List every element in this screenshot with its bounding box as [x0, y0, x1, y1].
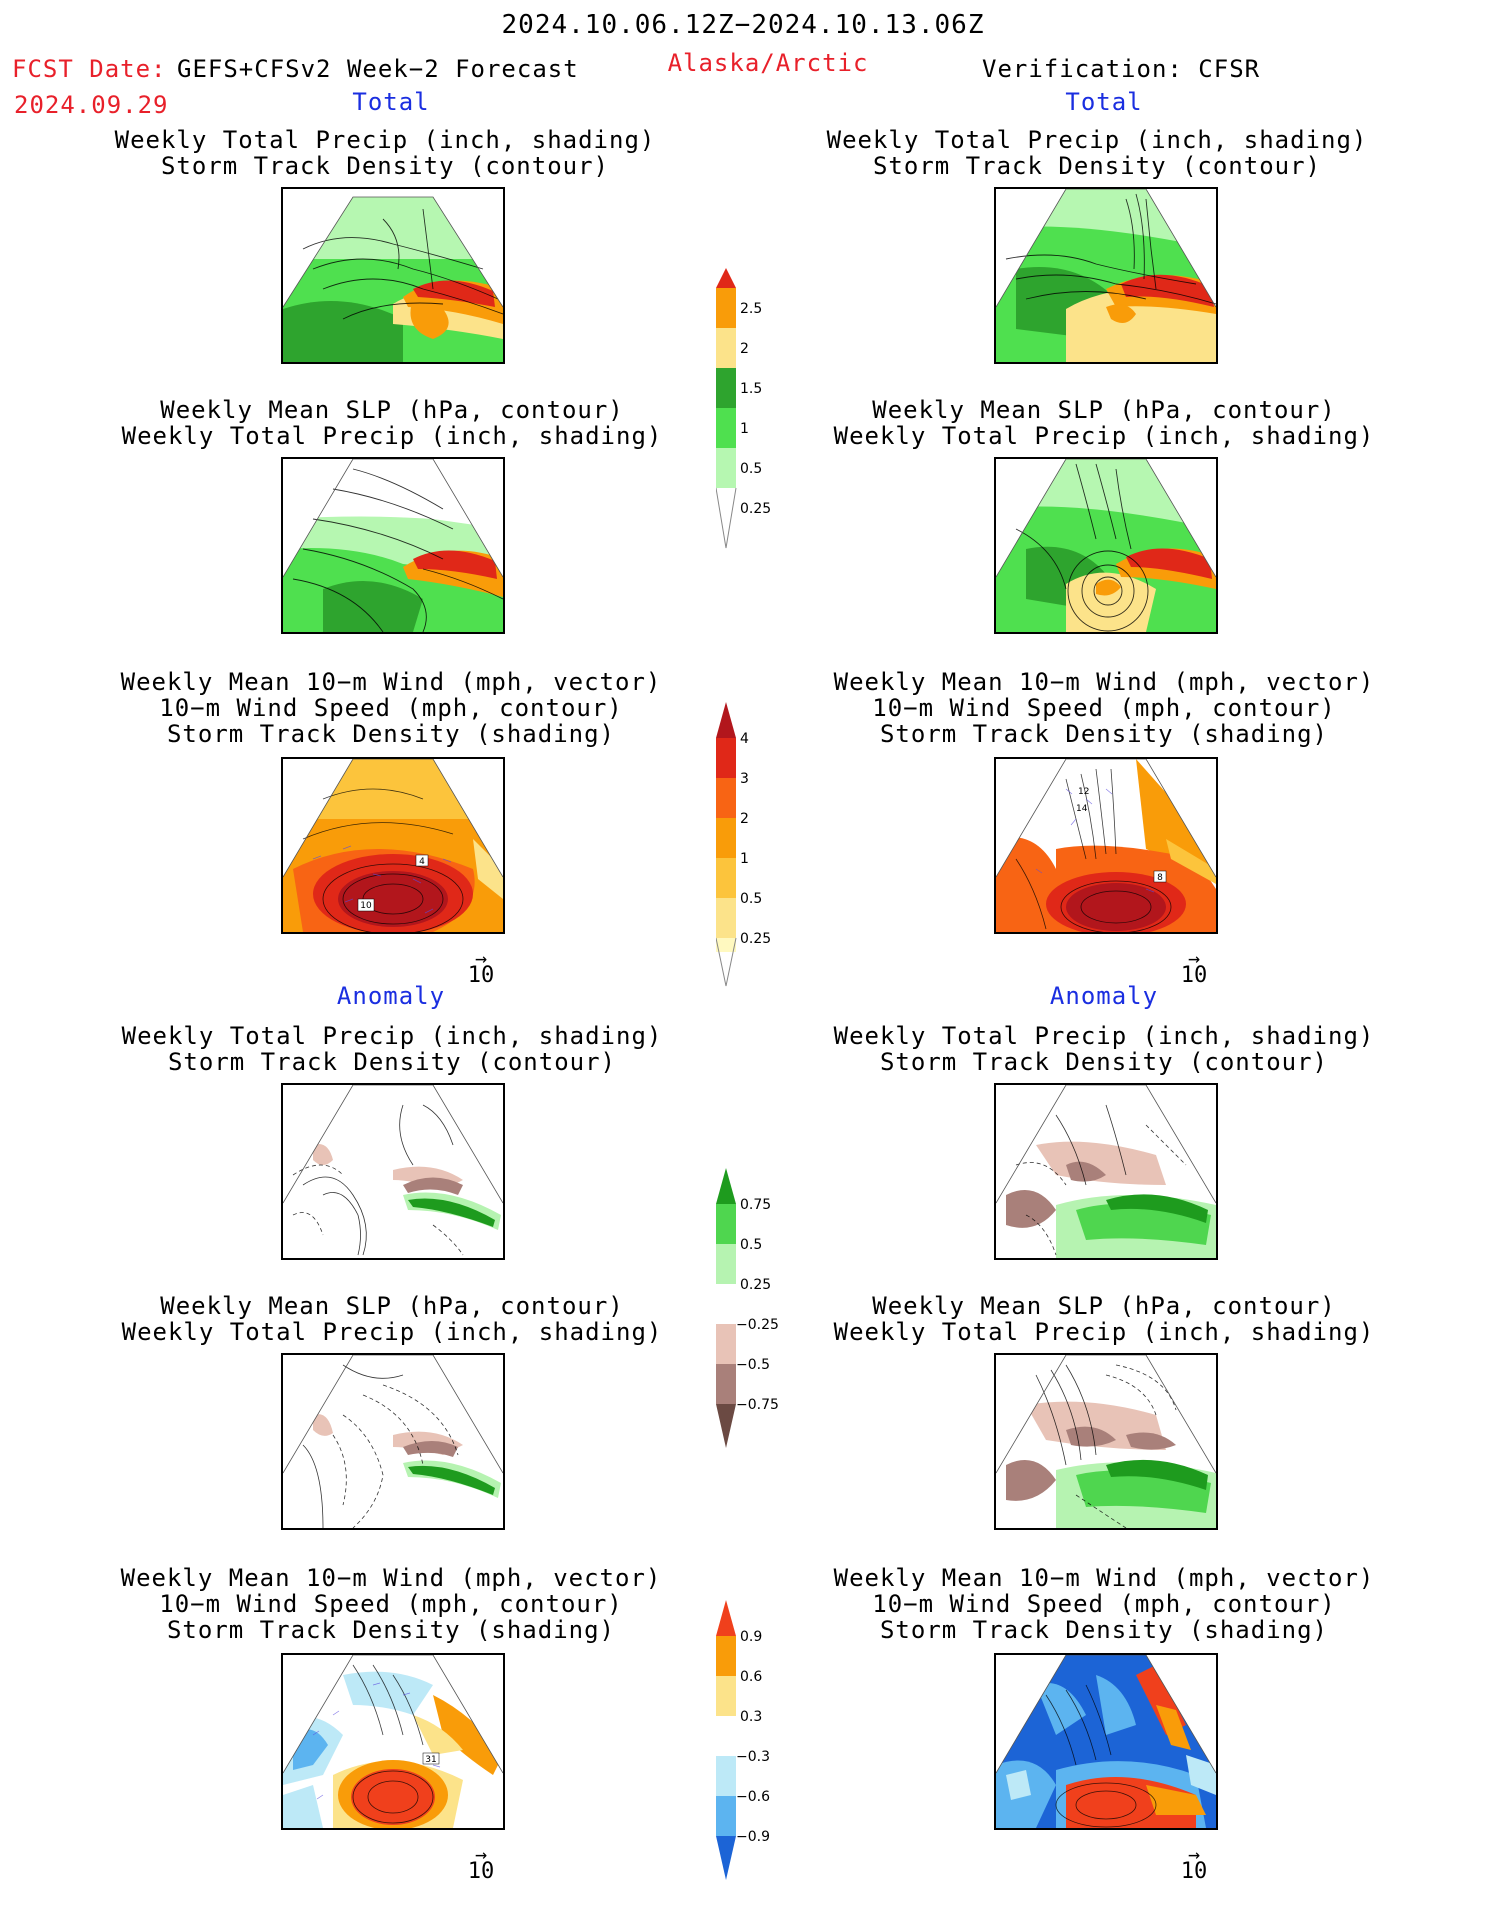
colorbar-tick: 0.75: [740, 1197, 771, 1213]
contour-label: 12: [1078, 787, 1089, 797]
vector-reference: → 10: [1169, 1842, 1219, 1883]
map-obs-total-slp: [994, 457, 1218, 634]
colorbar-tick: 1: [740, 421, 749, 437]
colorbar-tick: −0.3: [736, 1749, 770, 1765]
map-obs-total-wind: 12 14 8: [994, 757, 1218, 934]
title-fcst-total-wind: Weekly Mean 10−m Wind (mph, vector) 10−m …: [120, 668, 662, 748]
colorbar-precip-total: 2.5 2 1.5 1 0.5 0.25: [716, 268, 806, 558]
title-obs-anom-precip: Weekly Total Precip (inch, shading) Storm…: [833, 1022, 1375, 1076]
colorbar-tick: 1: [740, 851, 749, 867]
colorbar-tick: −0.25: [736, 1317, 779, 1333]
colorbar-tick: 0.25: [740, 931, 771, 947]
contour-label: 31: [425, 1755, 436, 1765]
title-obs-total-precip: Weekly Total Precip (inch, shading) Storm…: [826, 126, 1368, 180]
colorbar-tick: −0.9: [736, 1829, 770, 1845]
map-fcst-total-precip: [281, 187, 505, 364]
title-obs-anom-slp: Weekly Mean SLP (hPa, contour) Weekly Tot…: [833, 1292, 1375, 1346]
colorbar-tick: 0.5: [740, 891, 762, 907]
section-total-right: Total: [1065, 88, 1143, 116]
colorbar-tick: 0.25: [740, 1277, 771, 1293]
title-obs-anom-wind: Weekly Mean 10−m Wind (mph, vector) 10−m …: [833, 1564, 1375, 1644]
vector-reference: → 10: [456, 946, 506, 987]
title-fcst-anom-slp: Weekly Mean SLP (hPa, contour) Weekly Tot…: [121, 1292, 663, 1346]
title-fcst-anom-precip: Weekly Total Precip (inch, shading) Storm…: [121, 1022, 663, 1076]
colorbar-storm-total: 4 3 2 1 0.5 0.25: [716, 702, 806, 992]
colorbar-tick: 0.5: [740, 461, 762, 477]
contour-label: 8: [1157, 873, 1163, 883]
colorbar-tick: 4: [740, 731, 749, 747]
map-fcst-anom-wind: 31: [281, 1653, 505, 1830]
map-obs-anom-precip: [994, 1083, 1218, 1260]
title-fcst-anom-wind: Weekly Mean 10−m Wind (mph, vector) 10−m …: [120, 1564, 662, 1644]
contour-label: 14: [1076, 804, 1088, 814]
colorbar-storm-anomaly: 0.9 0.6 0.3 −0.3 −0.6 −0.9: [716, 1600, 806, 1890]
region-label: Alaska/Arctic: [667, 49, 869, 77]
colorbar-tick: 3: [740, 771, 749, 787]
colorbar-tick: −0.5: [736, 1357, 770, 1373]
colorbar-precip-anomaly: 0.75 0.5 0.25 −0.25 −0.5 −0.75: [716, 1168, 806, 1458]
colorbar-tick: 0.3: [740, 1709, 762, 1725]
section-anomaly-right: Anomaly: [1049, 982, 1159, 1010]
arrow-right-icon: →: [1187, 1842, 1201, 1866]
contour-label: 10: [360, 901, 372, 911]
map-obs-anom-wind: [994, 1653, 1218, 1830]
title-fcst-total-slp: Weekly Mean SLP (hPa, contour) Weekly Tot…: [121, 396, 663, 450]
section-anomaly-left: Anomaly: [336, 982, 446, 1010]
title-fcst-total-precip: Weekly Total Precip (inch, shading) Storm…: [114, 126, 656, 180]
colorbar-tick: 2: [740, 341, 749, 357]
fcst-date-value: 2024.09.29: [14, 91, 169, 119]
section-total-left: Total: [352, 88, 430, 116]
colorbar-tick: 1.5: [740, 381, 762, 397]
colorbar-tick: 0.25: [740, 501, 771, 517]
map-fcst-total-wind: 4 10: [281, 757, 505, 934]
map-obs-total-precip: [994, 187, 1218, 364]
arrow-right-icon: →: [474, 946, 488, 970]
arrow-right-icon: →: [1187, 946, 1201, 970]
colorbar-tick: 0.6: [740, 1669, 762, 1685]
vector-reference: → 10: [1169, 946, 1219, 987]
map-fcst-anom-precip: [281, 1083, 505, 1260]
map-obs-anom-slp: [994, 1353, 1218, 1530]
colorbar-tick: 2.5: [740, 301, 762, 317]
colorbar-tick: −0.75: [736, 1397, 779, 1413]
vector-reference: → 10: [456, 1842, 506, 1883]
arrow-right-icon: →: [474, 1842, 488, 1866]
title-obs-total-wind: Weekly Mean 10−m Wind (mph, vector) 10−m …: [833, 668, 1375, 748]
map-fcst-total-slp: [281, 457, 505, 634]
map-fcst-anom-slp: [281, 1353, 505, 1530]
fcst-model-label: GEFS+CFSv2 Week−2 Forecast: [177, 55, 579, 83]
contour-label: 4: [419, 857, 425, 867]
fcst-date-label: FCST Date:: [12, 55, 167, 83]
colorbar-tick: −0.6: [736, 1789, 770, 1805]
verification-label: Verification: CFSR: [982, 55, 1261, 83]
colorbar-tick: 2: [740, 811, 749, 827]
colorbar-tick: 0.5: [740, 1237, 762, 1253]
title-obs-total-slp: Weekly Mean SLP (hPa, contour) Weekly Tot…: [833, 396, 1375, 450]
colorbar-tick: 0.9: [740, 1629, 762, 1645]
date-range-title: 2024.10.06.12Z−2024.10.13.06Z: [501, 10, 985, 40]
